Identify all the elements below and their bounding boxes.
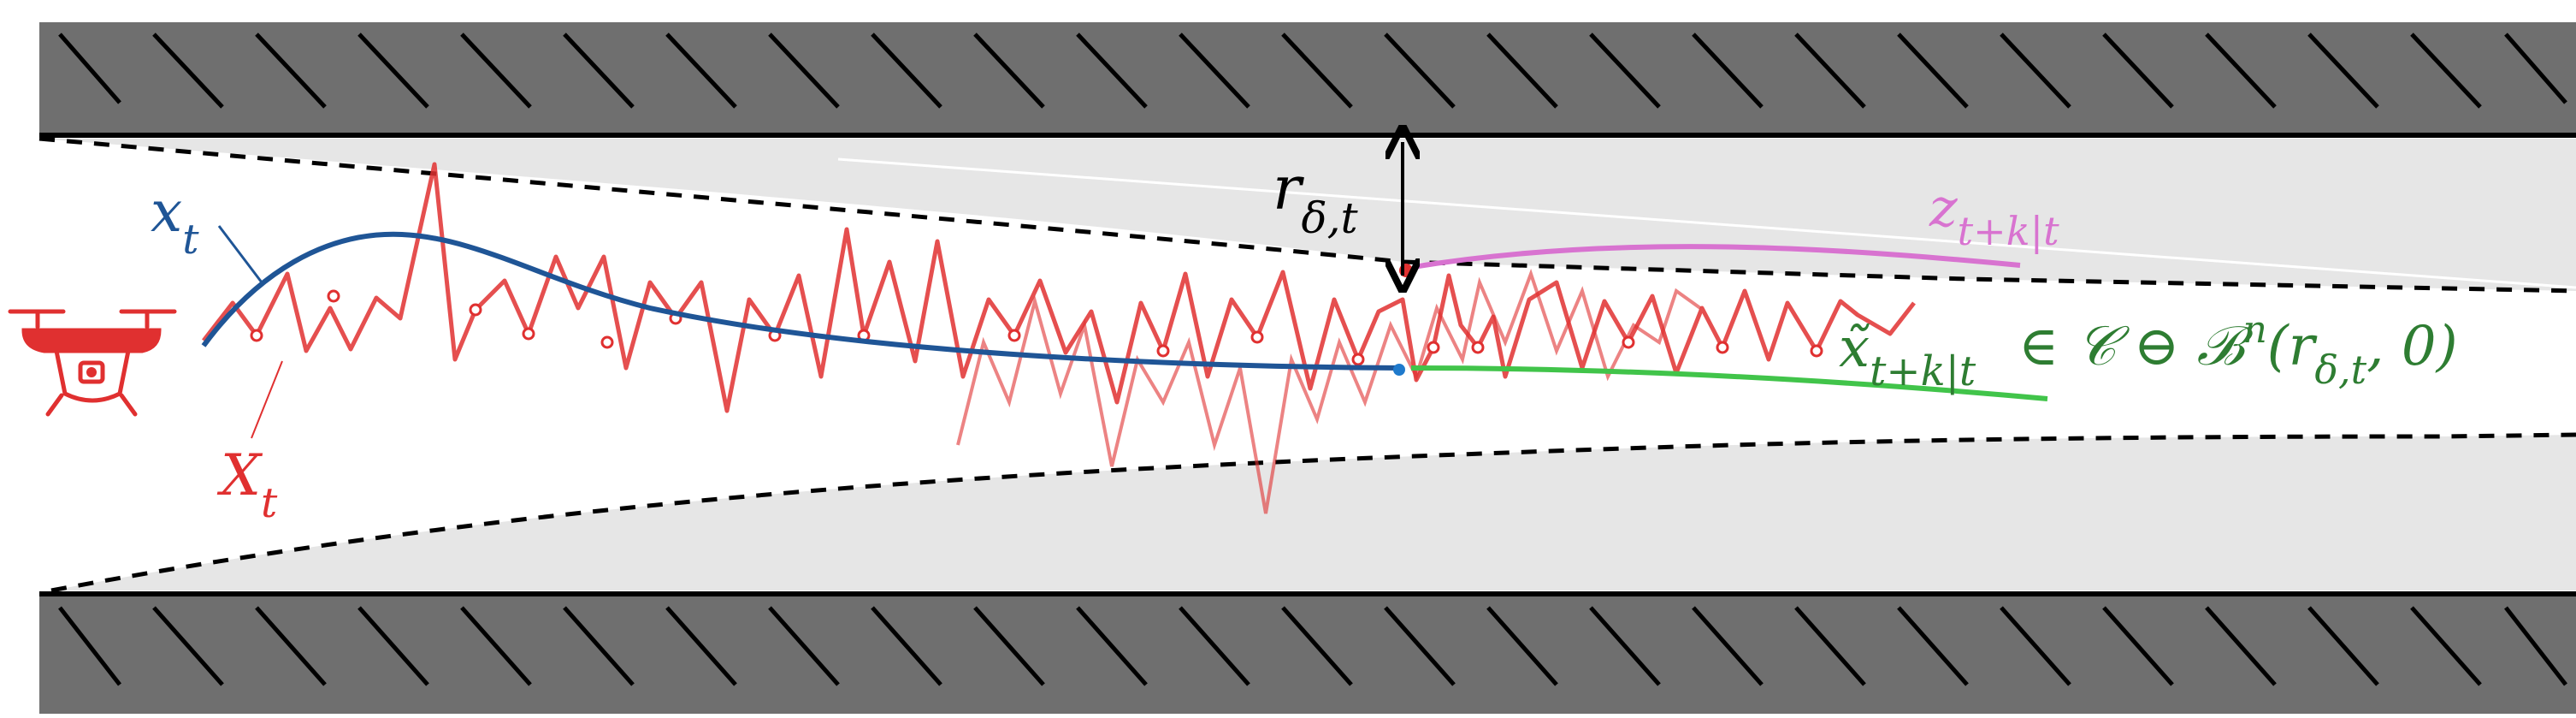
noisy-trajectory	[202, 162, 1916, 413]
label-constraint: x̃t+k|t ∈ 𝒞 ⊖ ℬn(rδ,t, 0)	[1839, 308, 2458, 395]
noisy-trajectory-overlay	[956, 269, 1702, 514]
bottom-wall	[39, 591, 2576, 714]
bottom-wall-fill	[39, 592, 2576, 714]
predicted-z-trajectory	[1412, 244, 2021, 270]
top-wall-fill	[39, 22, 2576, 135]
top-wall-hatch	[58, 33, 2567, 109]
label-radius: rδ,t	[1273, 153, 1358, 243]
upper-margin-region	[39, 139, 2576, 291]
drone-icon	[8, 309, 177, 417]
upper-dashed-bound	[38, 136, 2576, 294]
bottom-wall-hatch	[58, 606, 2567, 686]
top-wall	[39, 22, 2576, 138]
lower-dashed-bound	[50, 432, 2576, 593]
label-Xt: Xt	[216, 442, 278, 527]
predicted-xtilde-trajectory	[1410, 365, 2048, 401]
nominal-trajectory	[201, 231, 1403, 371]
xt-leader-line	[217, 225, 263, 283]
label-xtilde: x̃t+k|t	[1839, 317, 1976, 395]
label-z: zt+k|t	[1929, 176, 2059, 254]
Xt-leader-line	[251, 360, 283, 439]
upper-guide-line	[837, 157, 2576, 289]
lower-margin-region	[51, 435, 2576, 590]
label-constraint-set: ∈ 𝒞 ⊖ ℬn(rδ,t, 0)	[2018, 308, 2458, 393]
nominal-endpoint	[1393, 364, 1405, 376]
label-xt: xt	[151, 179, 199, 264]
